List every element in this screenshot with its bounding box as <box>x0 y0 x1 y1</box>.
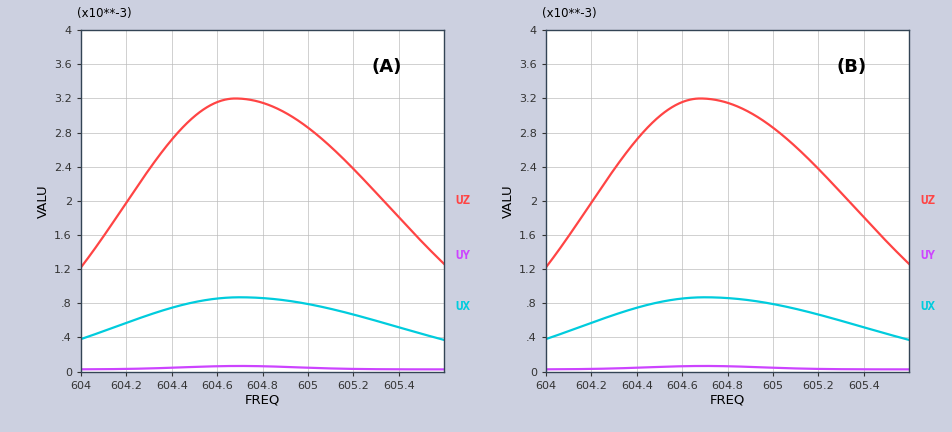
Text: UY: UY <box>920 249 935 262</box>
Text: UZ: UZ <box>455 194 470 207</box>
Text: (x10**-3): (x10**-3) <box>77 7 132 20</box>
Text: UY: UY <box>455 249 470 262</box>
Y-axis label: VALU: VALU <box>37 184 50 218</box>
Y-axis label: VALU: VALU <box>502 184 515 218</box>
X-axis label: FREQ: FREQ <box>710 393 745 407</box>
Text: UX: UX <box>920 300 935 313</box>
Text: (B): (B) <box>837 57 866 76</box>
Text: UZ: UZ <box>920 194 935 207</box>
X-axis label: FREQ: FREQ <box>245 393 280 407</box>
Text: UX: UX <box>455 300 470 313</box>
Text: (x10**-3): (x10**-3) <box>543 7 597 20</box>
Text: (A): (A) <box>371 57 402 76</box>
